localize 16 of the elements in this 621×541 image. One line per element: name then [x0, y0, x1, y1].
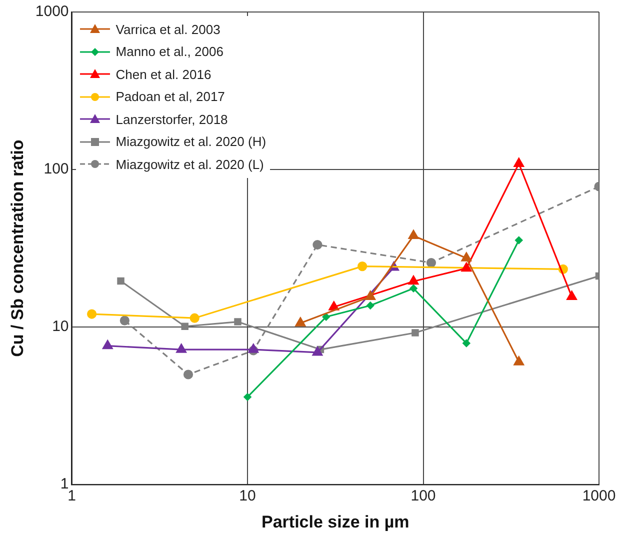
x-tick-label: 10 — [239, 488, 256, 505]
legend-label: Miazgowitz et al. 2020 (L) — [116, 156, 264, 172]
y-tick-label: 100 — [44, 160, 69, 178]
legend-label: Lanzerstorfer, 2018 — [116, 112, 228, 127]
y-tick-label: 10 — [52, 318, 69, 336]
legend-label: Miazgowitz et al. 2020 (H) — [116, 134, 266, 150]
x-tick-label: 100 — [410, 488, 436, 505]
legend-label: Manno et al., 2006 — [116, 44, 224, 60]
y-tick-label: 1 — [60, 476, 69, 493]
legend-label: Chen et al. 2016 — [116, 66, 212, 82]
y-tick-label: 1000 — [35, 3, 69, 20]
x-axis-title: Particle size in µm — [262, 512, 410, 532]
y-axis-title: Cu / Sb concentration ratio — [8, 140, 27, 357]
legend-label: Padoan et al, 2017 — [116, 89, 225, 104]
x-tick-label: 1000 — [582, 488, 616, 505]
legend-label: Varrica et al. 2003 — [116, 22, 220, 37]
